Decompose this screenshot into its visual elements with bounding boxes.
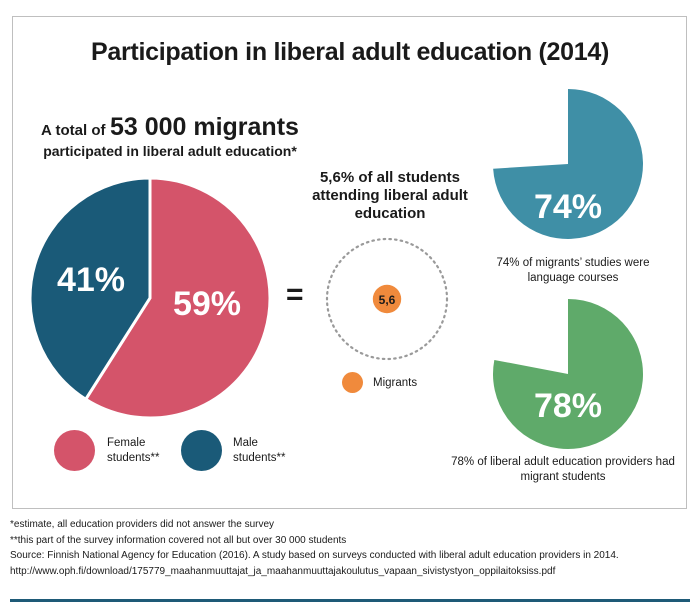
headline: A total of 53 000 migrants participated … (20, 113, 320, 159)
headline-big-number: 53 000 migrants (109, 113, 299, 141)
infographic-frame (12, 16, 687, 509)
legend-female-label: Female students** (107, 437, 160, 464)
footnote-source: Source: Finnish National Agency for Educ… (10, 550, 619, 561)
pie-label-language: 74% (534, 188, 602, 226)
bottom-rule (10, 599, 690, 602)
headline-line2: participated in liberal adult education* (43, 142, 297, 159)
headline-prefix: A total of (41, 122, 106, 139)
page-title: Participation in liberal adult education… (91, 38, 609, 66)
pie-label-providers: 78% (534, 387, 602, 425)
share-text: 5,6% of all students attending liberal a… (312, 169, 468, 222)
footnote-url[interactable]: http://www.oph.fi/download/175779_maahan… (10, 565, 556, 577)
pie-slice-male (28, 176, 152, 402)
legend-male-label: Male students** (233, 437, 286, 464)
caption-providers: 78% of liberal adult education providers… (451, 456, 675, 483)
legend-male-dot (181, 430, 222, 471)
pie-slice-language (493, 89, 644, 240)
legend-migrants-label: Migrants (373, 377, 418, 389)
legend-migrants-dot (342, 372, 363, 393)
pie-slice-providers (492, 299, 643, 449)
equals-sign: = (286, 278, 304, 311)
pie-label-male: 41% (57, 261, 125, 299)
all-students-outline (325, 237, 449, 361)
migrants-share-dot (372, 284, 402, 314)
footnotes: *estimate, all education providers did n… (10, 517, 690, 579)
pie-label-female: 59% (173, 285, 241, 323)
pie-slice-female (83, 176, 272, 420)
migrants-share-label: 5,6 (379, 293, 396, 307)
legend-female-dot (54, 430, 95, 471)
footnote-estimate: *estimate, all education providers did n… (10, 519, 275, 530)
footnote-coverage: **this part of the survey information co… (10, 534, 347, 546)
caption-language: 74% of migrants’ studies were language c… (496, 257, 650, 284)
